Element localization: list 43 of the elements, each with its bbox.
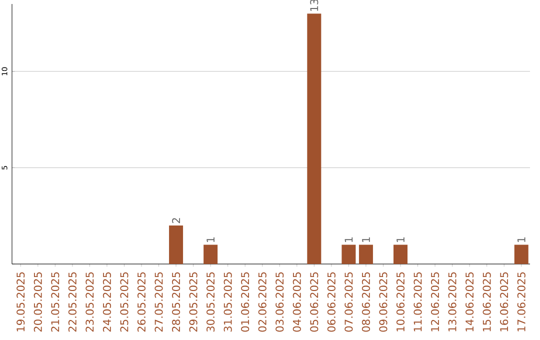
bar (169, 225, 184, 264)
x-tick-label: 09.06.2025 (379, 272, 388, 332)
x-tick-label: 21.05.2025 (51, 272, 60, 332)
bar (307, 14, 322, 264)
x-tick-label: 01.06.2025 (241, 272, 250, 332)
x-tick-label: 15.06.2025 (482, 272, 491, 332)
x-tick-label: 31.05.2025 (224, 272, 232, 332)
data-label: 1 (206, 237, 214, 242)
x-tick-label: 16.06.2025 (500, 272, 508, 332)
x-tick-label: 17.06.2025 (517, 272, 526, 332)
x-tick-label: 04.06.2025 (292, 272, 301, 332)
x-tick-label: 02.06.2025 (258, 272, 266, 332)
data-label: 1 (344, 237, 353, 242)
bar (358, 244, 373, 264)
x-tick-label: 05.06.2025 (310, 272, 318, 332)
x-tick-label: 30.05.2025 (206, 272, 215, 332)
x-tick-label: 25.05.2025 (120, 272, 128, 332)
data-label: 2 (172, 218, 180, 224)
x-tick-label: 03.06.2025 (276, 272, 284, 332)
data-label: 1 (517, 237, 526, 242)
data-label: 1 (362, 237, 370, 242)
bar (514, 244, 528, 264)
x-tick-label: 07.06.2025 (344, 272, 353, 332)
bar (204, 244, 218, 264)
x-tick-label: 26.05.2025 (137, 272, 146, 332)
x-tick-label: 22.05.2025 (68, 272, 76, 332)
x-tick-label: 20.05.2025 (34, 272, 42, 332)
x-tick-label: 24.05.2025 (102, 272, 111, 332)
bar (342, 244, 356, 264)
x-tick-label: 27.05.2025 (154, 272, 163, 332)
x-tick-label: 13.06.2025 (448, 272, 456, 332)
x-tick-label: 10.06.2025 (396, 272, 405, 332)
x-tick-label: 08.06.2025 (362, 272, 370, 332)
x-tick-label: 12.06.2025 (430, 272, 440, 332)
data-label: 1 (396, 237, 404, 242)
x-tick-label: 11.06.2025 (414, 272, 422, 332)
x-tick-label: 29.05.2025 (189, 272, 198, 332)
x-tick-label: 23.05.2025 (86, 272, 94, 332)
x-tick-label: 06.06.2025 (327, 272, 336, 332)
x-tick-label: 28.05.2025 (172, 272, 180, 332)
bar (394, 244, 408, 264)
x-tick-label: 14.06.2025 (466, 272, 474, 332)
x-tick-label: 19.05.2025 (16, 272, 25, 332)
